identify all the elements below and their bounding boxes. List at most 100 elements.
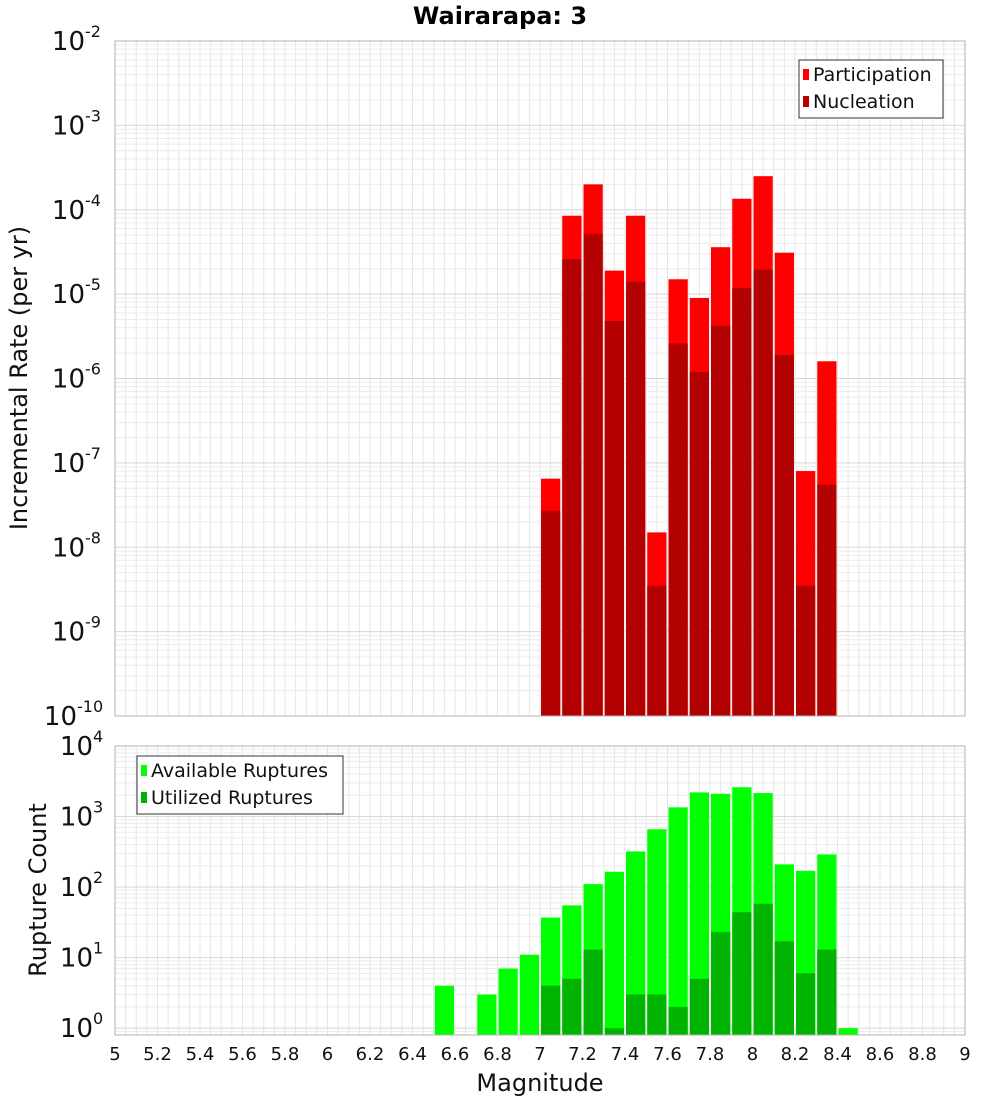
bar-available-ruptures — [838, 1028, 858, 1035]
y-tick-exponent: -7 — [85, 444, 101, 463]
bar-utilized-ruptures — [562, 978, 582, 1035]
bar-utilized-ruptures — [732, 912, 752, 1035]
bar-nucleation — [604, 321, 624, 716]
y-tick-label: 10 — [52, 618, 85, 648]
y-tick-label: 10 — [52, 365, 85, 395]
y-tick-label: 10 — [52, 111, 85, 141]
bar-nucleation — [583, 233, 603, 716]
plot-frame — [114, 40, 966, 717]
x-axis-title: Magnitude — [476, 1069, 603, 1097]
bars — [434, 787, 858, 1035]
bar-utilized-ruptures — [817, 949, 837, 1035]
bar-nucleation — [817, 484, 837, 716]
x-tick-label: 9 — [959, 1044, 970, 1065]
legend-box — [798, 59, 944, 119]
grid — [114, 40, 966, 717]
chart-title: Wairarapa: 3 — [413, 2, 587, 30]
y-tick-label: 10 — [52, 449, 85, 479]
x-tick-label: 8.6 — [866, 1044, 895, 1065]
y-axis-title-rate: Incremental Rate (per yr) — [5, 226, 33, 530]
y-tick-exponent: 4 — [93, 727, 103, 746]
y-tick-label: 10 — [60, 1014, 93, 1044]
y-tick-label: 10 — [52, 27, 85, 57]
x-tick-label: 7.4 — [611, 1044, 640, 1065]
bar-utilized-ruptures — [711, 932, 731, 1035]
x-tick-label: 7.8 — [696, 1044, 725, 1065]
bar-utilized-ruptures — [774, 941, 794, 1035]
x-tick-labels: 5 5.2 5.4 5.6 5.8 6 6.2 6.4 6.6 6.8 7 7.2 7.4 7.6 7.8 8… — [109, 1044, 970, 1065]
bars — [541, 176, 837, 717]
x-tick-label: 7.6 — [653, 1044, 682, 1065]
x-tick-label: 5.2 — [143, 1044, 172, 1065]
legend-label: Available Ruptures — [151, 760, 328, 782]
bar-utilized-ruptures — [626, 994, 646, 1035]
bar-utilized-ruptures — [541, 985, 561, 1035]
y-tick-label: 10 — [60, 873, 93, 903]
bar-utilized-ruptures — [689, 978, 709, 1035]
y-tick-label: 10 — [60, 803, 93, 833]
bar-available-ruptures — [604, 871, 624, 1035]
x-tick-label: 7 — [534, 1044, 545, 1065]
y-tick-exponent: -6 — [85, 360, 101, 379]
legend-label: Nucleation — [813, 91, 915, 113]
y-tick-exponent: -4 — [85, 191, 101, 210]
y-tick-exponent: -2 — [85, 22, 101, 41]
y-tick-exponent: 0 — [93, 1009, 103, 1028]
bar-nucleation — [774, 354, 794, 716]
bar-nucleation — [541, 510, 561, 716]
x-tick-label: 7.2 — [568, 1044, 597, 1065]
y-tick-exponent: 3 — [93, 798, 103, 817]
y-tick-exponent: -9 — [85, 613, 101, 632]
legend: Available Ruptures Utilized Ruptures — [136, 755, 344, 815]
x-tick-label: 6.2 — [356, 1044, 385, 1065]
bar-nucleation — [626, 281, 646, 716]
x-tick-label: 8.8 — [908, 1044, 937, 1065]
bar-utilized-ruptures — [647, 994, 667, 1035]
legend-swatch — [803, 69, 809, 80]
y-tick-exponent: -5 — [85, 275, 101, 294]
y-tick-label: 10 — [60, 944, 93, 974]
bar-available-ruptures — [434, 985, 454, 1035]
bar-nucleation — [668, 343, 688, 716]
y-tick-label: 10 — [60, 732, 93, 762]
legend-swatch — [803, 96, 809, 107]
bar-nucleation — [732, 288, 752, 716]
bar-nucleation — [647, 585, 667, 716]
y-tick-exponent: 1 — [93, 939, 103, 958]
bar-available-ruptures — [668, 807, 688, 1035]
x-tick-label: 5 — [109, 1044, 120, 1065]
bar-available-ruptures — [647, 829, 667, 1035]
legend-box — [136, 755, 344, 815]
bar-utilized-ruptures — [796, 973, 816, 1035]
y-tick-exponent: -10 — [77, 697, 103, 716]
y-tick-exponent: -3 — [85, 106, 101, 125]
bar-available-ruptures — [477, 994, 497, 1035]
bar-available-ruptures — [689, 792, 709, 1035]
x-tick-label: 8.4 — [823, 1044, 852, 1065]
bar-utilized-ruptures — [668, 1006, 688, 1035]
legend-swatch — [141, 792, 147, 803]
y-tick-label: 10 — [52, 533, 85, 563]
bar-available-ruptures — [498, 968, 518, 1035]
bar-available-ruptures — [626, 851, 646, 1035]
y-tick-label: 10 — [52, 196, 85, 226]
y-tick-exponent: 2 — [93, 868, 103, 887]
y-axis-title-count: Rupture Count — [24, 803, 52, 977]
x-tick-label: 6 — [322, 1044, 333, 1065]
legend-label: Participation — [813, 64, 932, 86]
bar-utilized-ruptures — [753, 903, 773, 1035]
x-tick-label: 5.6 — [228, 1044, 257, 1065]
legend-label: Utilized Ruptures — [151, 787, 313, 809]
x-tick-label: 8 — [747, 1044, 758, 1065]
y-tick-label: 10 — [44, 702, 77, 732]
plot-frame — [114, 745, 966, 1036]
x-tick-label: 6.8 — [483, 1044, 512, 1065]
legend: Participation Nucleation — [798, 59, 944, 119]
x-tick-label: 6.6 — [441, 1044, 470, 1065]
bar-nucleation — [796, 585, 816, 716]
